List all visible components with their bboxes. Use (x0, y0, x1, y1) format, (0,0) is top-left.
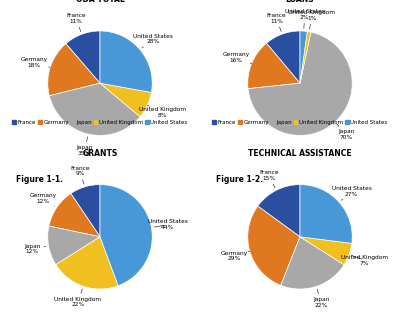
Text: United States
44%: United States 44% (148, 219, 188, 230)
Text: Japan
70%: Japan 70% (337, 124, 354, 140)
Text: Figure 1-1.: Figure 1-1. (16, 175, 62, 184)
Wedge shape (248, 43, 300, 89)
Text: Germany
12%: Germany 12% (29, 193, 56, 206)
Wedge shape (66, 31, 100, 83)
Legend: France, Germany, Japan, United Kingdom, United States: France, Germany, Japan, United Kingdom, … (12, 120, 188, 126)
Wedge shape (300, 31, 311, 83)
Text: France
15%: France 15% (259, 170, 278, 188)
Text: Germany
29%: Germany 29% (220, 251, 250, 261)
Wedge shape (248, 32, 352, 135)
Wedge shape (266, 31, 300, 83)
Text: Germany
18%: Germany 18% (21, 57, 50, 68)
Wedge shape (48, 226, 100, 265)
Wedge shape (48, 44, 100, 96)
Wedge shape (71, 185, 100, 237)
Text: Figure 1-2.: Figure 1-2. (216, 175, 262, 184)
Text: France
11%: France 11% (267, 13, 286, 31)
Title: ODA TOTAL: ODA TOTAL (76, 0, 124, 4)
Text: United States
2%: United States 2% (285, 9, 325, 28)
Title: GRANTS: GRANTS (82, 149, 118, 158)
Wedge shape (100, 31, 152, 92)
Text: Japan
12%: Japan 12% (24, 244, 46, 254)
Wedge shape (248, 206, 300, 285)
Wedge shape (300, 185, 352, 243)
Wedge shape (300, 237, 352, 265)
Legend: France, Germany, Japan, United Kingdom, United States: France, Germany, Japan, United Kingdom, … (212, 120, 388, 126)
Text: United States
27%: United States 27% (332, 186, 372, 200)
Text: Germany
16%: Germany 16% (223, 52, 252, 64)
Wedge shape (100, 83, 151, 117)
Text: United States
28%: United States 28% (133, 34, 173, 48)
Title: TECHNICAL ASSISTANCE: TECHNICAL ASSISTANCE (248, 149, 352, 158)
Wedge shape (300, 31, 307, 83)
Text: Japan
35%: Japan 35% (76, 137, 93, 156)
Title: LOANS: LOANS (286, 0, 314, 4)
Wedge shape (281, 237, 344, 289)
Text: United Kingdom
8%: United Kingdom 8% (139, 105, 186, 118)
Text: France
9%: France 9% (70, 165, 90, 184)
Text: United Kingdom
22%: United Kingdom 22% (54, 289, 102, 308)
Wedge shape (100, 185, 152, 286)
Text: France
11%: France 11% (66, 13, 86, 32)
Wedge shape (49, 194, 100, 237)
Text: Japan
22%: Japan 22% (313, 289, 330, 308)
Wedge shape (56, 237, 118, 289)
Text: United Kingdom
1%: United Kingdom 1% (288, 10, 336, 29)
Wedge shape (258, 185, 300, 237)
Wedge shape (49, 83, 140, 135)
Text: United Kingdom
7%: United Kingdom 7% (341, 255, 388, 266)
